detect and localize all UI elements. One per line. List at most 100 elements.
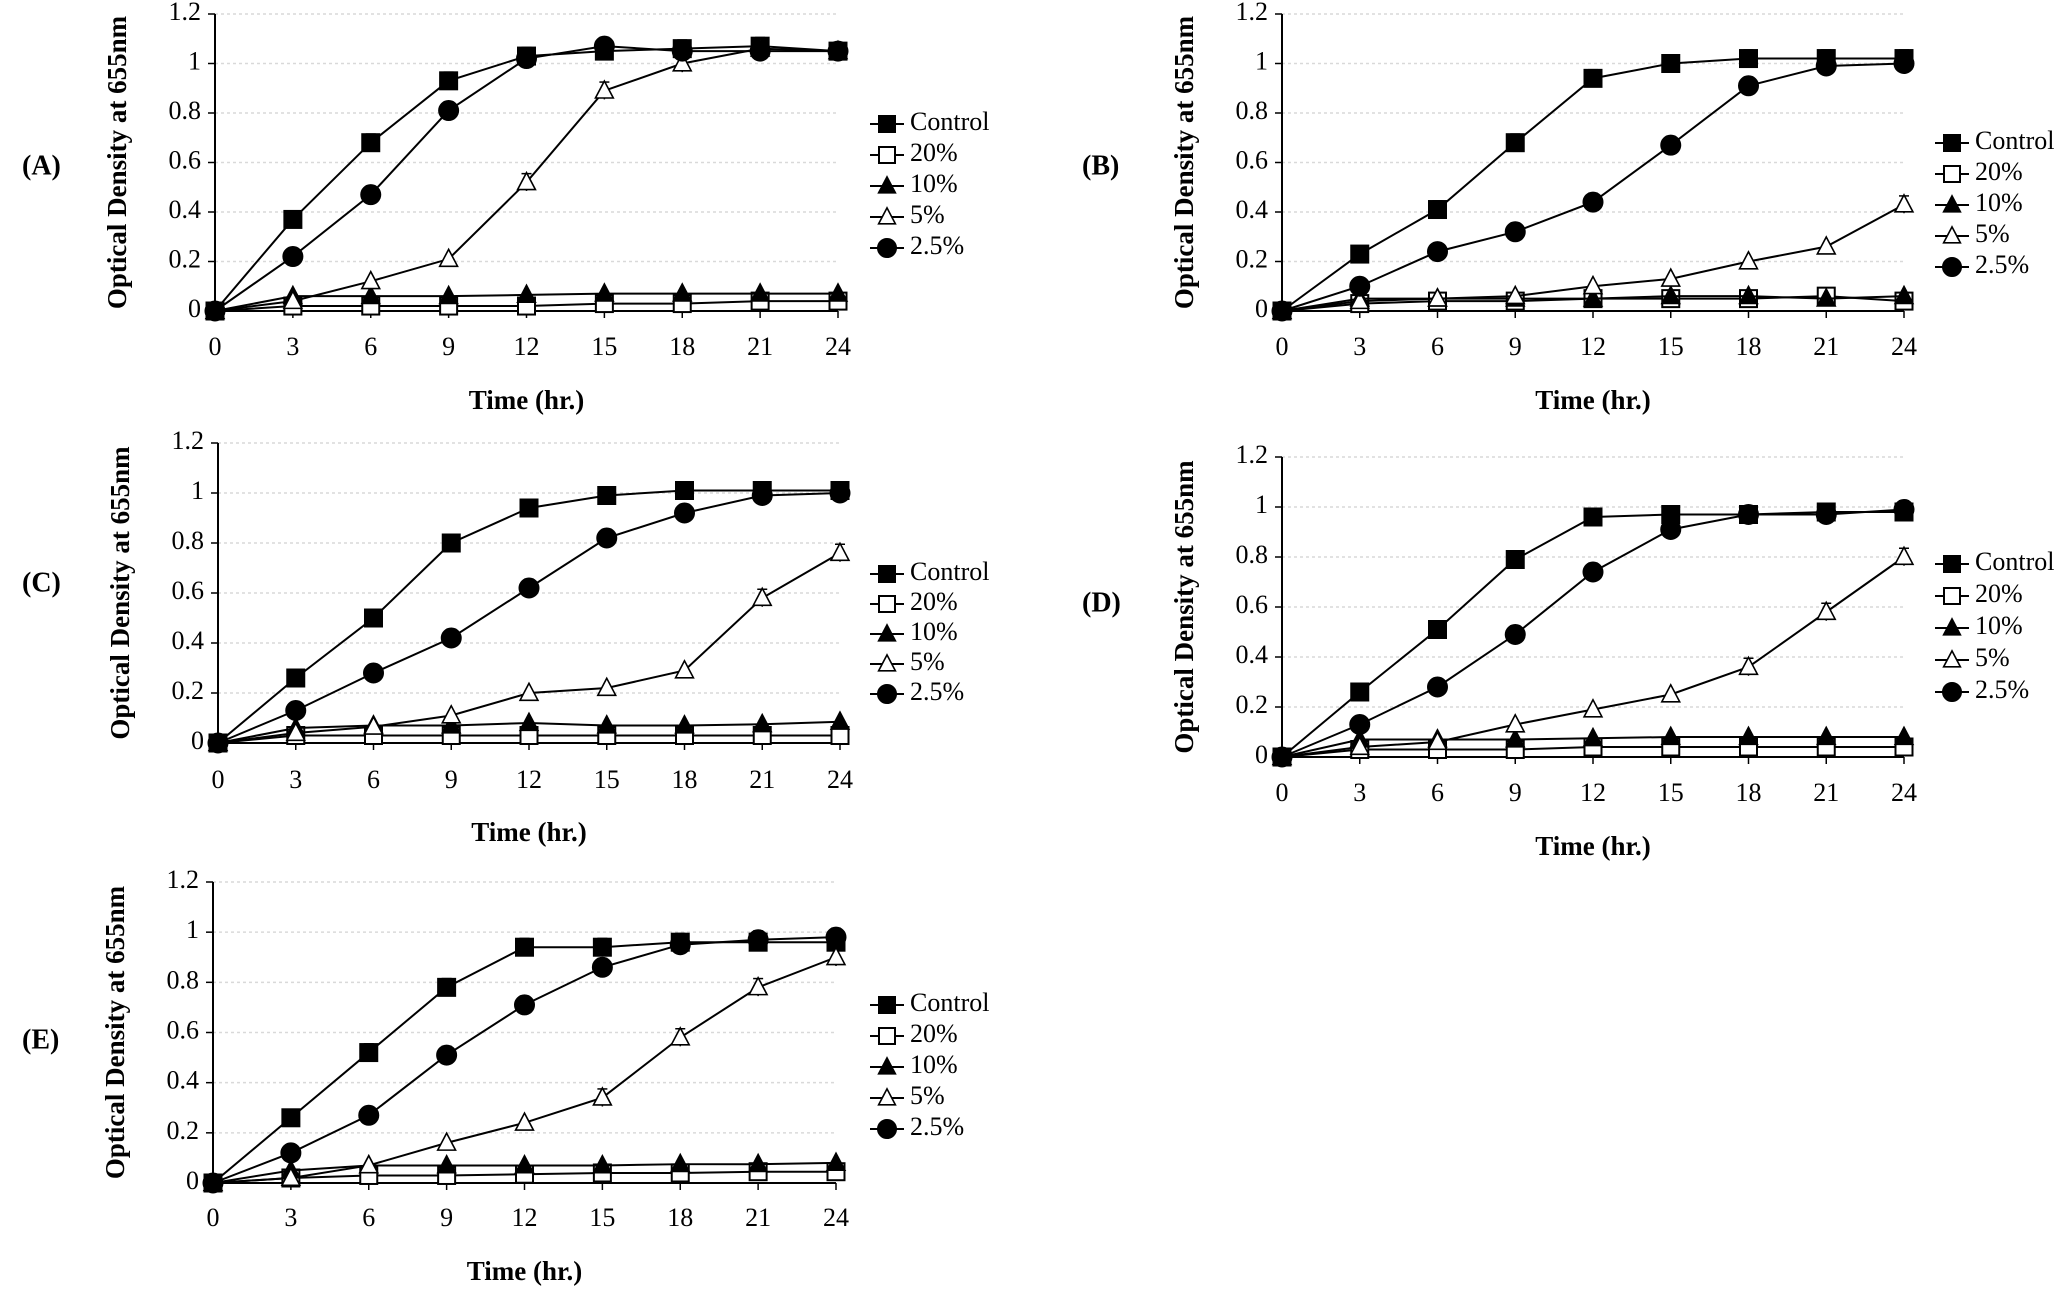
x-tick-label: 3 [284, 1203, 297, 1232]
data-point [364, 608, 383, 628]
data-point [1271, 746, 1293, 768]
y-tick-label: 0.6 [169, 145, 202, 174]
panel-d: (D) 0 0.2 0.4 0.6 0.8 1 1.2 0 3 6 9 12 15 18 21 24 Time (… [1082, 440, 2054, 861]
legend-label: 10% [910, 1050, 958, 1079]
data-point [1504, 713, 1526, 733]
data-point [1660, 284, 1682, 305]
data-point [1271, 300, 1293, 322]
data-point [596, 527, 618, 549]
data-point [1583, 507, 1603, 527]
legend-marker [877, 684, 897, 704]
data-point [751, 712, 773, 733]
x-tick-label: 6 [362, 1203, 375, 1232]
y-tick-label: 0.4 [1236, 640, 1269, 669]
y-tick-label: 0.2 [1236, 244, 1269, 273]
x-tick-label: 0 [1276, 778, 1289, 807]
data-point [1738, 75, 1759, 97]
x-tick-label: 9 [445, 765, 458, 794]
legend-label: 20% [910, 587, 958, 616]
x-tick-label: 24 [1891, 332, 1917, 361]
legend-marker [878, 565, 896, 583]
data-point [1893, 545, 1915, 566]
panel-b: (B) 0 0.2 0.4 0.6 0.8 1 1.2 0 3 6 9 12 15 18 21 24 Time (… [1082, 0, 2054, 415]
series-2-5pct [207, 482, 851, 754]
y-axis-title: Optical Density at 655nm [105, 446, 135, 740]
x-axis-title: Time (hr.) [1535, 831, 1651, 861]
data-point [516, 283, 537, 303]
legend-marker [878, 595, 896, 613]
x-tick-label: 21 [749, 765, 775, 794]
data-point [1582, 274, 1604, 295]
data-point [363, 715, 384, 735]
legend-label: 10% [1975, 611, 2023, 640]
legend-marker [877, 175, 897, 194]
legend-marker [878, 1027, 896, 1045]
data-point [1583, 68, 1603, 88]
panel-e: (E) 0 0.2 0.4 0.6 0.8 1 1.2 0 3 6 9 12 15 18 21 24 Time (… [22, 865, 989, 1286]
data-point [1815, 235, 1837, 255]
legend-label: 2.5% [1975, 675, 2029, 704]
x-tick-label: 21 [747, 332, 773, 361]
x-tick-label: 9 [1509, 332, 1522, 361]
data-point [597, 486, 617, 505]
data-point [1893, 725, 1915, 746]
data-point [438, 284, 459, 305]
y-tick-label: 0.8 [167, 965, 200, 994]
data-point [1350, 244, 1370, 264]
legend-marker [877, 238, 897, 258]
data-point [436, 1154, 457, 1174]
data-point [1582, 561, 1604, 583]
data-point [1738, 655, 1759, 676]
data-point [1428, 200, 1447, 220]
legend-marker [1942, 682, 1962, 702]
x-tick-label: 3 [289, 765, 302, 794]
series-line [212, 936, 837, 1184]
data-point [1582, 698, 1604, 718]
data-point [283, 209, 303, 229]
data-point [1427, 676, 1448, 698]
series-line [217, 489, 840, 744]
data-point [1660, 267, 1682, 287]
series-line [217, 492, 841, 744]
x-tick-label: 21 [1813, 778, 1839, 807]
legend-marker [877, 206, 897, 225]
data-point [671, 282, 693, 302]
y-tick-label: 0 [188, 294, 201, 323]
data-point [1815, 504, 1837, 525]
x-axis-title: Time (hr.) [1535, 385, 1651, 415]
data-point [1582, 726, 1604, 747]
data-point [1893, 499, 1915, 520]
data-point [1738, 284, 1759, 305]
data-point [596, 676, 618, 697]
x-tick-label: 0 [1276, 332, 1289, 361]
data-point [751, 485, 773, 506]
data-point [1893, 193, 1915, 213]
data-point [749, 282, 771, 302]
y-tick-label: 0.8 [172, 526, 205, 555]
panel-a: (A) 0 0.2 0.4 0.6 0.8 1 1.2 0 3 6 9 12 15 18 21 24 Time (… [22, 0, 989, 415]
legend-marker [877, 1056, 897, 1075]
x-tick-label: 12 [516, 765, 542, 794]
legend-marker [1942, 617, 1962, 636]
panel-label: (A) [22, 150, 61, 181]
x-tick-label: 3 [1353, 332, 1366, 361]
data-point [360, 269, 382, 290]
legend-label: Control [910, 988, 989, 1017]
legend-marker [1943, 165, 1961, 183]
y-tick-label: 1.2 [1236, 0, 1269, 26]
data-point [1893, 53, 1915, 74]
data-point [1739, 49, 1758, 69]
data-point [282, 289, 304, 310]
data-point [438, 247, 459, 268]
data-point [592, 937, 612, 957]
data-point [1738, 725, 1759, 746]
data-point [675, 481, 694, 500]
legend-label: Control [1975, 126, 2054, 155]
data-point [594, 79, 615, 99]
data-point [1349, 275, 1371, 297]
y-tick-label: 1.2 [1236, 440, 1269, 469]
data-point [1427, 287, 1448, 307]
data-point [1504, 728, 1526, 748]
